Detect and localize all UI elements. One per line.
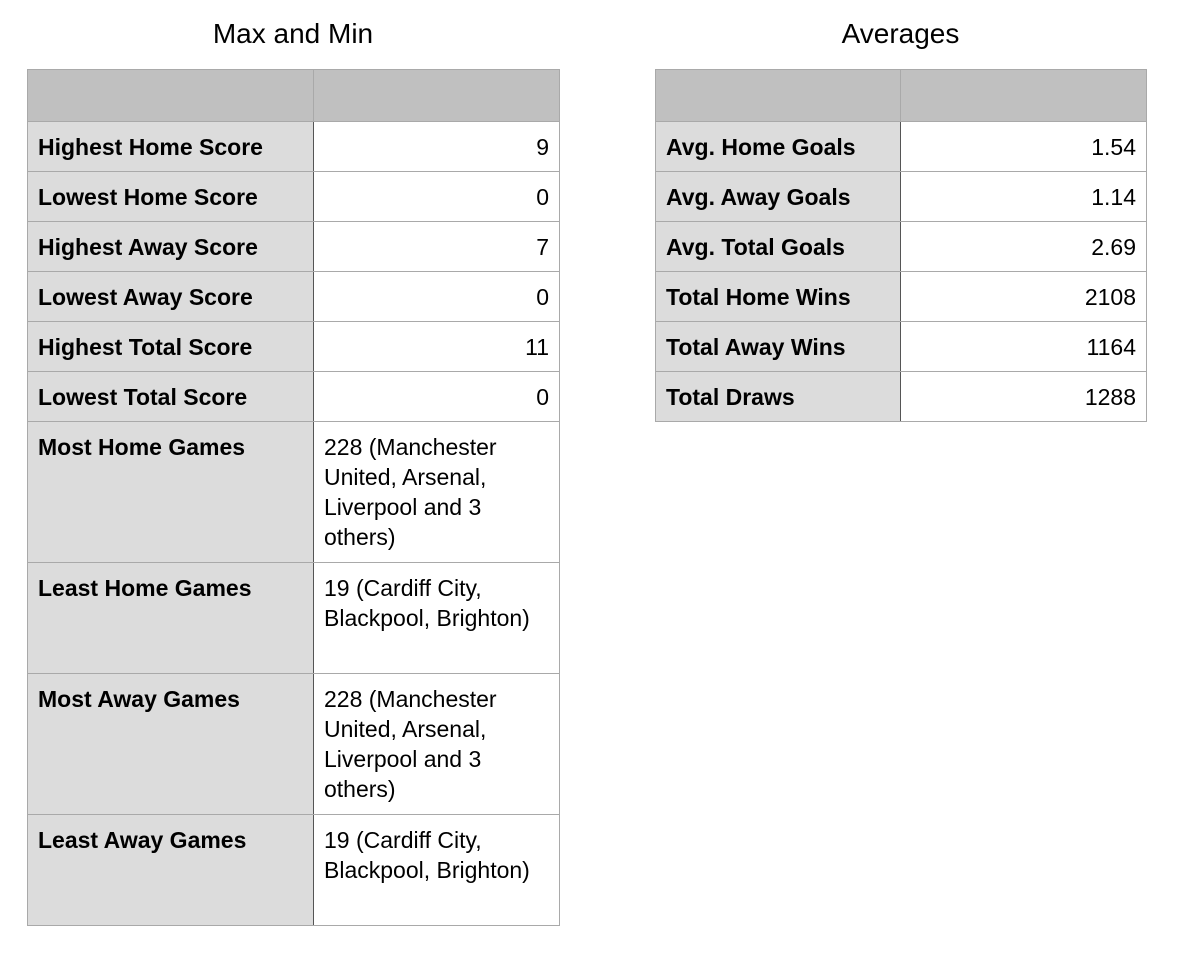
table-row: Total Home Wins 2108	[655, 271, 1147, 322]
table-row: Total Away Wins 1164	[655, 321, 1147, 372]
row-label[interactable]: Least Away Games	[27, 814, 314, 926]
header-row	[655, 69, 1147, 122]
row-value[interactable]: 2.69	[900, 221, 1147, 272]
row-value[interactable]: 228 (Manchester United, Arsenal, Liverpo…	[313, 421, 560, 563]
row-label[interactable]: Least Home Games	[27, 562, 314, 674]
row-value[interactable]: 1.54	[900, 121, 1147, 172]
row-value[interactable]: 1164	[900, 321, 1147, 372]
row-value[interactable]: 9	[313, 121, 560, 172]
table-row: Lowest Total Score 0	[27, 371, 560, 422]
row-value[interactable]: 0	[313, 171, 560, 222]
row-label[interactable]: Most Home Games	[27, 421, 314, 563]
row-value[interactable]: 0	[313, 371, 560, 422]
table-row: Lowest Home Score 0	[27, 171, 560, 222]
row-label[interactable]: Avg. Total Goals	[655, 221, 901, 272]
table-row: Least Home Games 19 (Cardiff City, Black…	[27, 562, 560, 674]
table-row: Highest Total Score 11	[27, 321, 560, 372]
header-cell[interactable]	[900, 69, 1147, 122]
row-value[interactable]: 2108	[900, 271, 1147, 322]
row-label[interactable]: Avg. Home Goals	[655, 121, 901, 172]
table-row: Highest Away Score 7	[27, 221, 560, 272]
row-label[interactable]: Avg. Away Goals	[655, 171, 901, 222]
row-label[interactable]: Highest Home Score	[27, 121, 314, 172]
row-label[interactable]: Total Away Wins	[655, 321, 901, 372]
row-label[interactable]: Most Away Games	[27, 673, 314, 815]
header-cell[interactable]	[27, 69, 314, 122]
averages-title: Averages	[841, 18, 960, 49]
max-min-table: Highest Home Score 9 Lowest Home Score 0…	[27, 69, 560, 926]
table-row: Avg. Total Goals 2.69	[655, 221, 1147, 272]
row-label[interactable]: Total Home Wins	[655, 271, 901, 322]
row-value[interactable]: 1.14	[900, 171, 1147, 222]
header-cell[interactable]	[655, 69, 901, 122]
row-value[interactable]: 7	[313, 221, 560, 272]
table-row: Total Draws 1288	[655, 371, 1147, 422]
table-row: Highest Home Score 9	[27, 121, 560, 172]
max-min-title: Max and Min	[212, 18, 374, 49]
table-row: Most Away Games 228 (Manchester United, …	[27, 673, 560, 815]
row-label[interactable]: Total Draws	[655, 371, 901, 422]
row-label[interactable]: Highest Away Score	[27, 221, 314, 272]
row-label[interactable]: Lowest Total Score	[27, 371, 314, 422]
table-row: Least Away Games 19 (Cardiff City, Black…	[27, 814, 560, 926]
table-row: Lowest Away Score 0	[27, 271, 560, 322]
row-label[interactable]: Lowest Away Score	[27, 271, 314, 322]
row-value[interactable]: 19 (Cardiff City, Blackpool, Brighton)	[313, 814, 560, 926]
table-row: Most Home Games 228 (Manchester United, …	[27, 421, 560, 563]
row-value[interactable]: 19 (Cardiff City, Blackpool, Brighton)	[313, 562, 560, 674]
row-value[interactable]: 11	[313, 321, 560, 372]
header-row	[27, 69, 560, 122]
row-label[interactable]: Highest Total Score	[27, 321, 314, 372]
averages-table: Avg. Home Goals 1.54 Avg. Away Goals 1.1…	[655, 69, 1147, 422]
row-value[interactable]: 1288	[900, 371, 1147, 422]
header-cell[interactable]	[313, 69, 560, 122]
row-value[interactable]: 228 (Manchester United, Arsenal, Liverpo…	[313, 673, 560, 815]
row-label[interactable]: Lowest Home Score	[27, 171, 314, 222]
row-value[interactable]: 0	[313, 271, 560, 322]
table-row: Avg. Away Goals 1.14	[655, 171, 1147, 222]
table-row: Avg. Home Goals 1.54	[655, 121, 1147, 172]
